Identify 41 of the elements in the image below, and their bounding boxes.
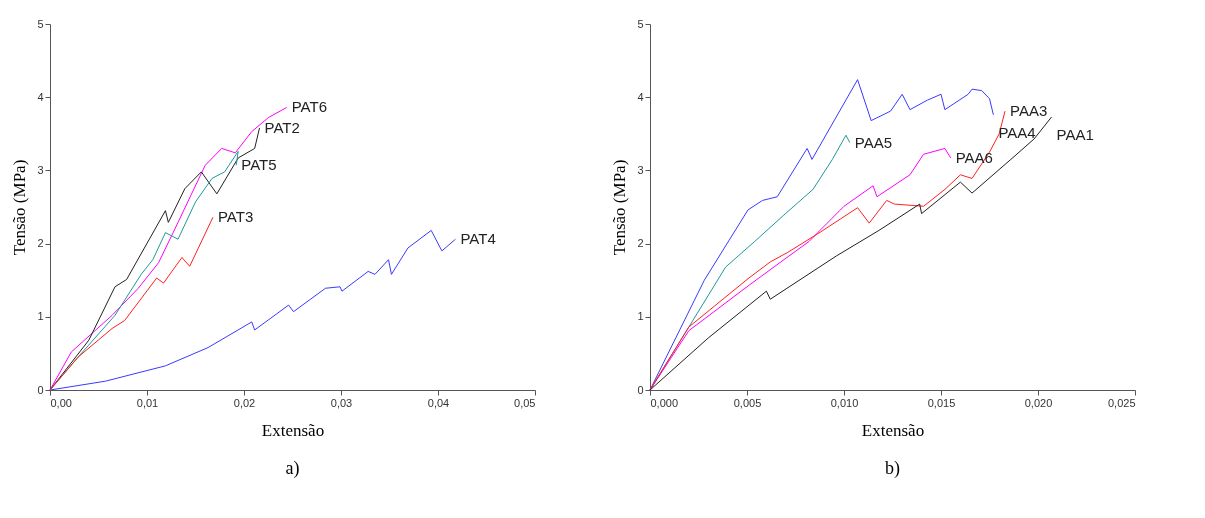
y-tick-label: 2	[37, 237, 44, 250]
series-label: PAA1	[1056, 125, 1094, 143]
x-tick-label: 0,025	[1107, 396, 1136, 409]
y-tick-label: 4	[637, 90, 644, 103]
series-label: PAT5	[241, 156, 277, 174]
y-tick-label: 1	[37, 310, 44, 323]
series-label: PAT2	[264, 118, 300, 136]
x-tick-label: 0,010	[830, 396, 859, 409]
y-tick-label: 0	[37, 383, 44, 396]
series-label: PAA4	[998, 123, 1036, 141]
x-tick-label: 0,000	[650, 396, 679, 409]
x-tick-label: 0,02	[233, 396, 256, 409]
y-tick-label: 2	[637, 237, 644, 250]
series-label: PAT6	[291, 98, 327, 116]
x-tick-label: 0,00	[50, 396, 72, 409]
text: b)	[885, 458, 900, 479]
x-tick-label: 0,04	[427, 396, 450, 409]
x-axis-title: Extensão	[261, 420, 325, 440]
x-tick-label: 0,015	[927, 396, 956, 409]
y-axis-title: Tensão (MPa)	[610, 159, 630, 256]
x-tick-label: 0,020	[1024, 396, 1053, 409]
series-label: PAT4	[460, 230, 496, 248]
text: a)	[285, 458, 300, 479]
x-tick-label: 0,01	[136, 396, 159, 409]
y-tick-label: 5	[37, 17, 44, 30]
x-axis-title: Extensão	[861, 420, 925, 440]
series-label: PAA5	[854, 133, 893, 151]
x-tick-label: 0,05	[514, 396, 536, 409]
x-tick-label: 0,005	[733, 396, 762, 409]
y-axis-title: Tensão (MPa)	[10, 159, 30, 256]
y-tick-label: 3	[37, 163, 44, 176]
line-series	[49, 216, 214, 391]
x-tick-label: 0,03	[330, 396, 353, 409]
series-label: PAT3	[217, 208, 254, 226]
series-label: PAA3	[1010, 102, 1048, 120]
y-tick-label: 0	[637, 383, 644, 396]
y-tick-label: 3	[637, 163, 644, 176]
y-tick-label: 5	[637, 17, 644, 30]
y-tick-label: 4	[37, 90, 44, 103]
line-series	[49, 229, 456, 391]
y-tick-label: 1	[637, 310, 644, 323]
